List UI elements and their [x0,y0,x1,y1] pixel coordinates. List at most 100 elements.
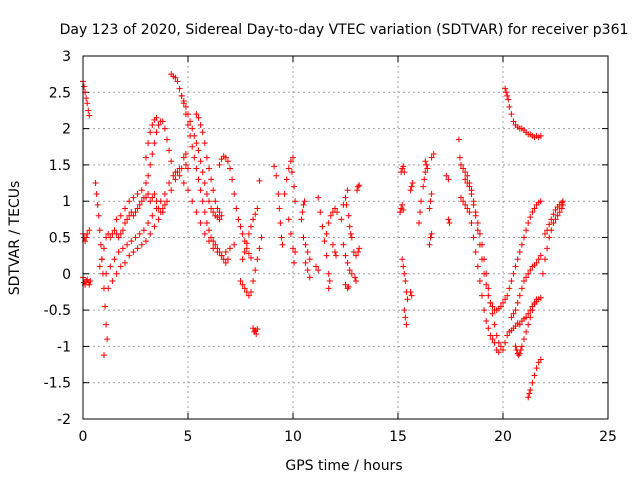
data-point [400,263,407,270]
data-point [172,74,179,81]
data-point [510,270,517,277]
data-point [143,154,149,161]
data-point [182,103,189,110]
data-point [356,182,363,189]
series-arc12 [193,111,225,219]
data-point [403,321,410,328]
data-point [83,95,90,102]
data-point [443,172,450,179]
y-tick-label: -1.5 [44,376,71,392]
data-point [472,212,479,219]
data-point [342,281,349,288]
y-tick-label: 1.5 [49,158,71,174]
data-point [149,194,156,201]
data-point [427,198,434,205]
data-point [199,129,206,136]
data-point [143,238,149,245]
data-point [197,121,204,128]
data-point [241,249,248,256]
y-tick-label: 0.5 [49,231,71,247]
data-point [325,219,332,226]
data-point [354,187,361,194]
data-point [474,263,481,270]
data-point [206,198,212,205]
data-point [510,310,517,317]
data-point [206,165,212,172]
data-point [353,278,359,285]
data-point [208,176,215,183]
data-point [143,180,149,187]
data-point [533,296,540,303]
data-point [185,187,191,194]
data-point [170,172,177,179]
data-point [472,249,479,256]
data-point [161,125,168,132]
series-arc39 [407,180,416,194]
data-point [426,241,433,248]
data-point [301,198,308,205]
data-point [254,256,261,263]
data-point [136,230,143,237]
data-point [103,321,110,328]
data-point [526,390,533,397]
data-point [544,227,551,234]
data-point [138,241,145,248]
data-point [212,241,219,248]
data-point [176,172,183,179]
data-point [533,365,540,372]
y-tick-label: -0.5 [44,303,71,319]
data-point [285,165,292,172]
data-point [329,241,336,248]
data-point [273,172,280,179]
data-point [483,281,490,288]
series-arc4 [92,180,111,359]
data-point [512,263,519,270]
data-point [502,339,509,346]
data-point [155,121,162,128]
data-point [218,252,225,259]
data-point [529,209,536,216]
series-arc45 [426,230,435,248]
data-point [485,292,492,299]
data-point [107,263,114,270]
data-point [227,245,233,252]
data-point [445,216,452,223]
data-point [326,278,333,285]
data-point [355,249,362,256]
data-point [446,219,453,226]
data-point [185,121,191,128]
data-point [212,198,219,205]
data-point [420,183,427,190]
data-point [271,163,278,170]
data-point [542,256,548,263]
data-point [517,347,524,354]
data-point [323,252,330,259]
series-arc44 [428,151,437,161]
series-arc26 [315,194,333,292]
data-point [428,230,435,237]
data-point [254,205,261,212]
data-point [505,96,512,103]
series-arc11 [178,92,223,223]
data-point [474,227,481,234]
series-arc7 [105,151,189,292]
data-point [84,276,91,283]
data-point [489,303,496,310]
data-point [523,227,530,234]
data-point [95,212,102,219]
series-arc40 [407,288,415,299]
data-point [523,328,530,335]
data-point [145,172,152,179]
data-point [96,227,103,234]
data-point [291,183,298,190]
data-point [147,129,154,136]
data-point [197,158,204,165]
data-point [231,241,238,248]
series-arc22 [298,198,308,223]
data-point [147,230,154,237]
data-point [287,230,294,237]
data-point [456,154,463,161]
data-point [136,201,143,208]
data-point [422,169,429,176]
data-point [256,177,263,184]
